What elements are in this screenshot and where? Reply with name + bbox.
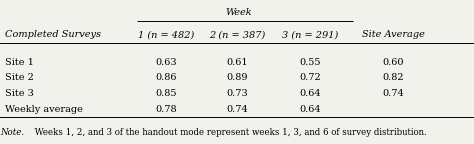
Text: Week: Week [225,8,252,17]
Text: Weekly average: Weekly average [5,105,82,114]
Text: 0.55: 0.55 [300,58,321,67]
Text: Completed Surveys: Completed Surveys [5,30,101,39]
Text: 0.63: 0.63 [155,58,177,67]
Text: 0.61: 0.61 [226,58,248,67]
Text: 0.72: 0.72 [300,73,321,82]
Text: 0.89: 0.89 [226,73,248,82]
Text: 0.85: 0.85 [155,89,177,98]
Text: 0.74: 0.74 [383,89,404,98]
Text: Site Average: Site Average [362,30,425,39]
Text: 2 (n = 387): 2 (n = 387) [209,30,265,39]
Text: 0.73: 0.73 [226,89,248,98]
Text: 0.64: 0.64 [300,105,321,114]
Text: Note.: Note. [0,128,24,137]
Text: 1 (n = 482): 1 (n = 482) [138,30,194,39]
Text: Site 3: Site 3 [5,89,34,98]
Text: Site 1: Site 1 [5,58,34,67]
Text: Site 2: Site 2 [5,73,34,82]
Text: 3 (n = 291): 3 (n = 291) [283,30,338,39]
Text: 0.86: 0.86 [155,73,177,82]
Text: 0.82: 0.82 [383,73,404,82]
Text: 0.60: 0.60 [383,58,404,67]
Text: 0.78: 0.78 [155,105,177,114]
Text: Weeks 1, 2, and 3 of the handout mode represent weeks 1, 3, and 6 of survey dist: Weeks 1, 2, and 3 of the handout mode re… [32,128,427,137]
Text: 0.74: 0.74 [226,105,248,114]
Text: 0.64: 0.64 [300,89,321,98]
